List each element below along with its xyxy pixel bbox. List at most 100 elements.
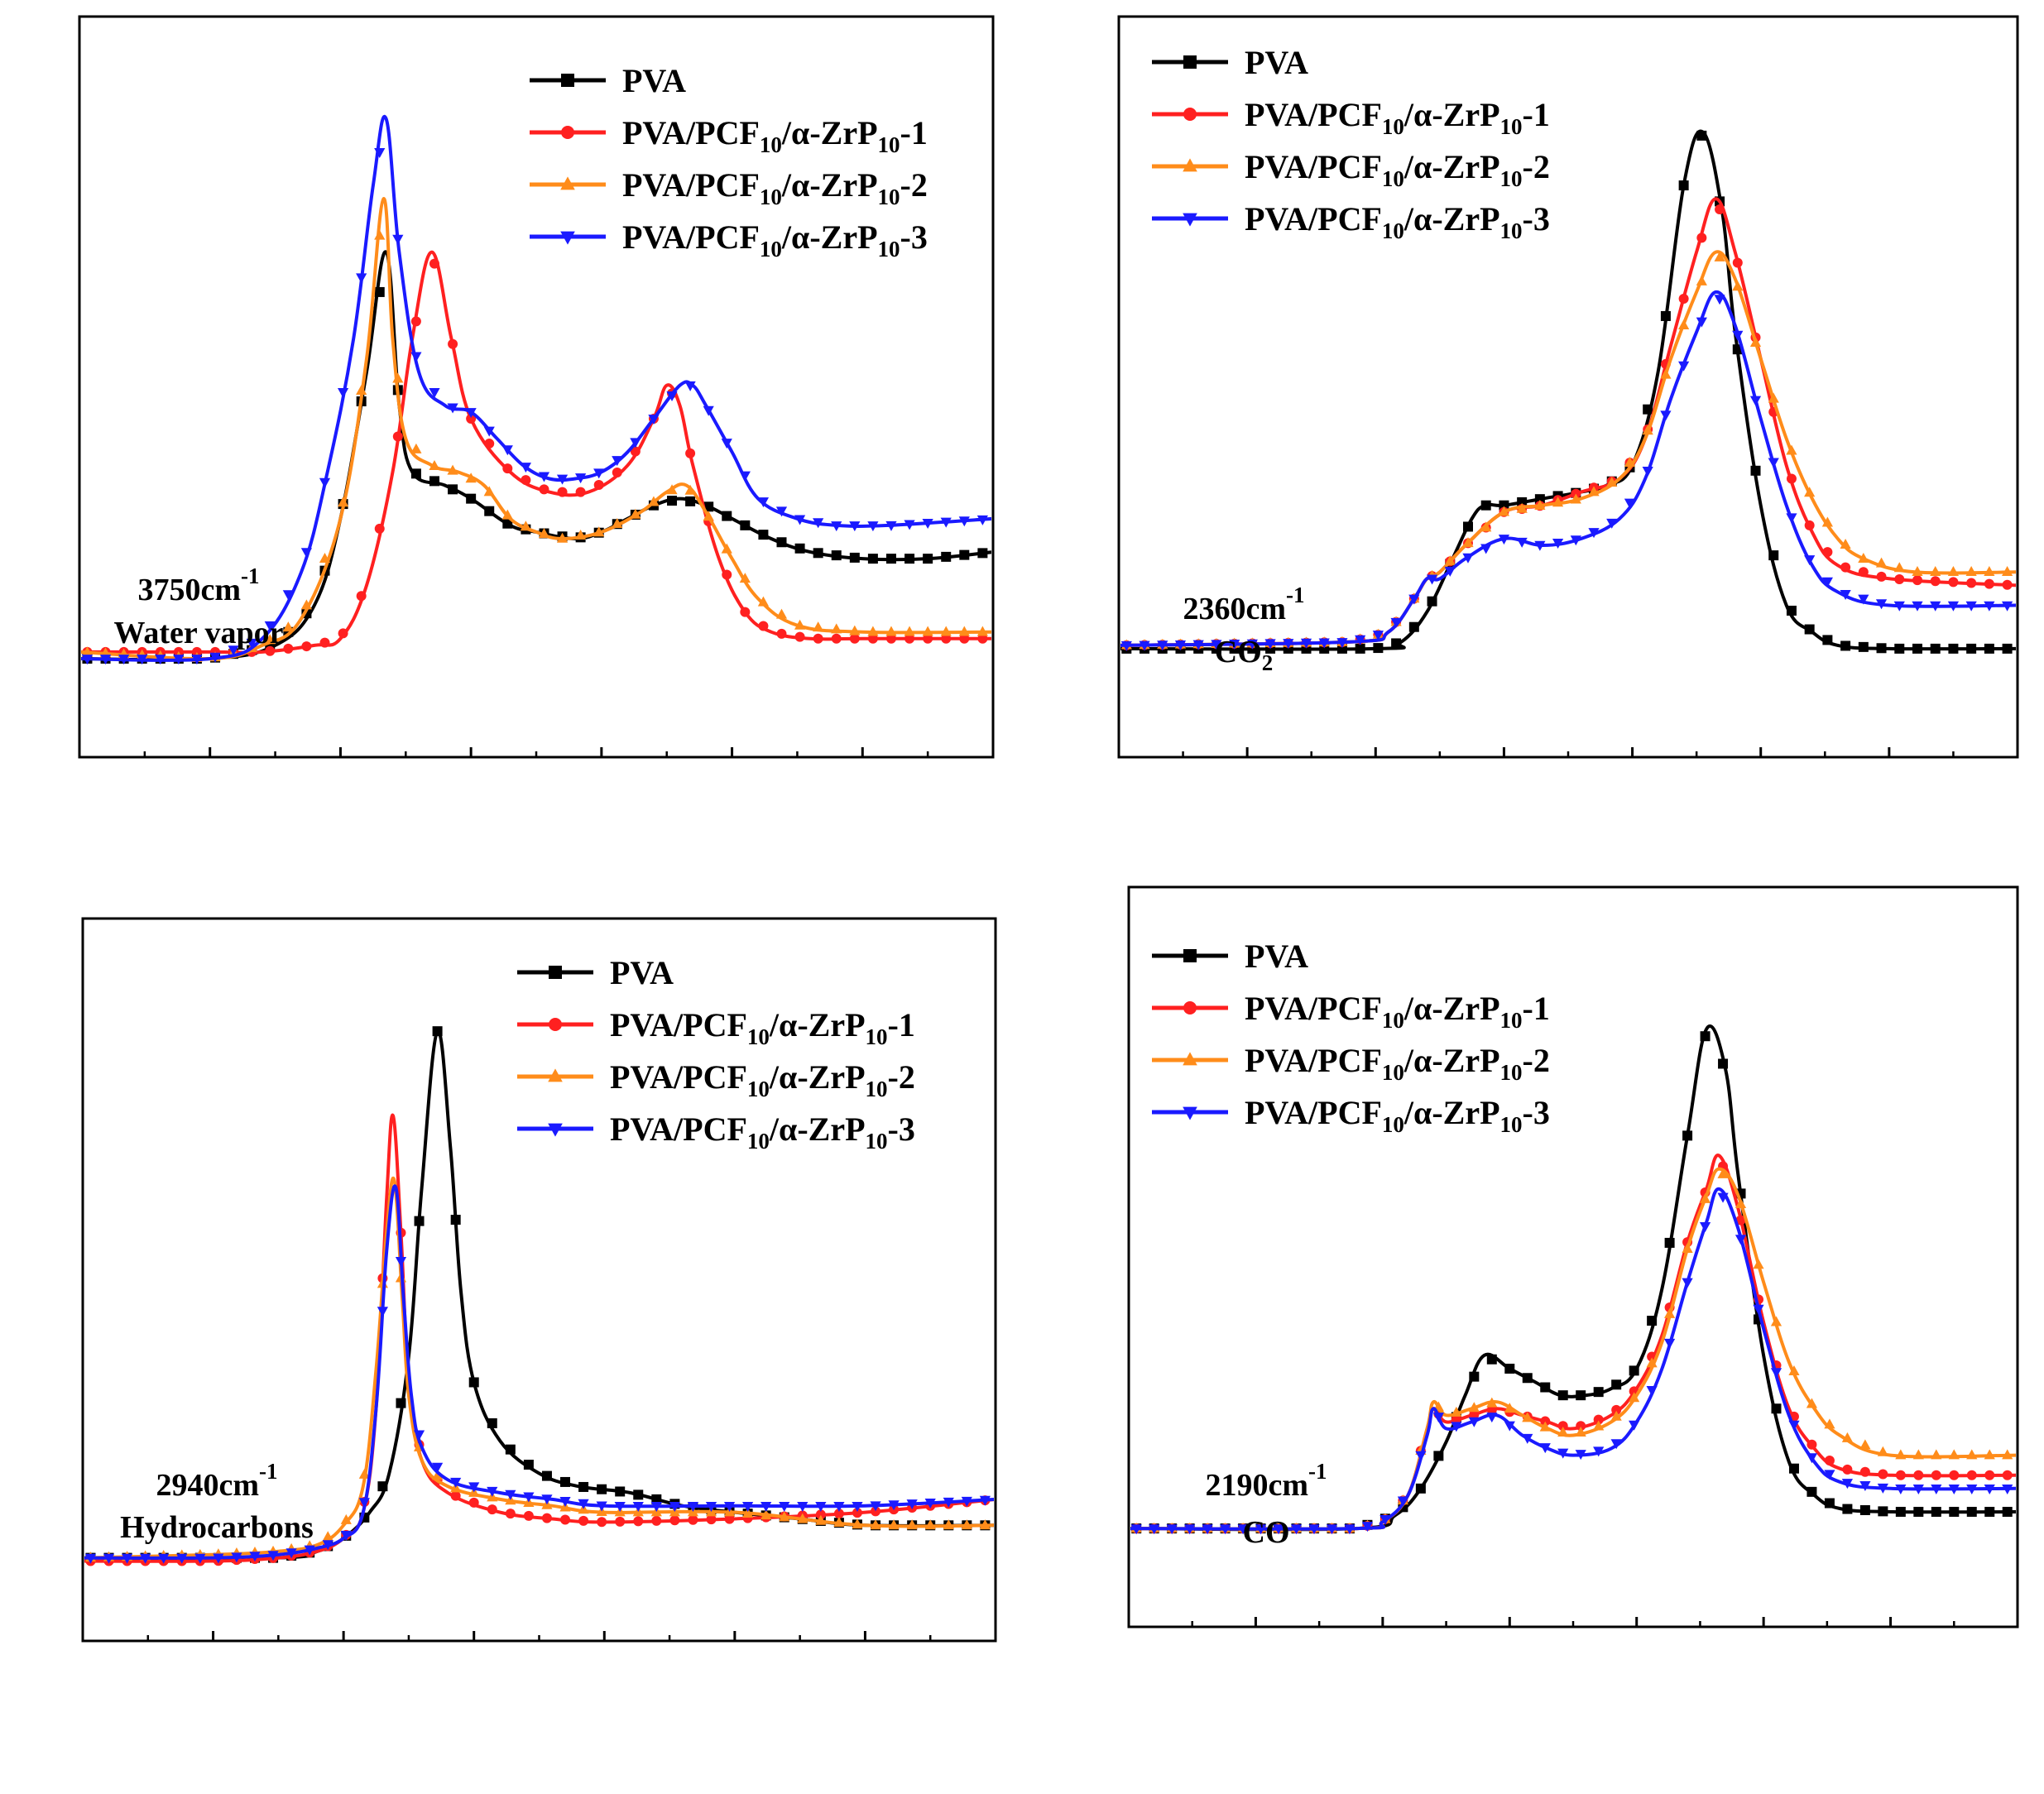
data-point-r3 (1318, 638, 1330, 649)
data-point-r2 (1824, 1418, 1835, 1429)
legend-label-PVA: PVA (622, 62, 686, 99)
data-point-PVA (1557, 1390, 1568, 1401)
data-point-PVA (1629, 1365, 1639, 1376)
data-point-r2 (1930, 566, 1941, 577)
data-point-r3 (1432, 1413, 1444, 1423)
data-point-r2 (1714, 251, 1725, 261)
data-point-r2 (520, 520, 531, 531)
data-point-r3 (140, 1553, 151, 1564)
data-point-r1 (593, 479, 604, 490)
data-point-PVA (1878, 1506, 1888, 1517)
data-point-r2 (1444, 555, 1456, 566)
data-point-PVA (448, 484, 458, 495)
data-point-PVA (466, 493, 477, 504)
data-point-r2 (392, 372, 404, 383)
data-point-r2 (1875, 557, 1888, 568)
data-point-r2 (1984, 1449, 1995, 1460)
data-point-PVA (1480, 500, 1491, 511)
data-point-r3 (1966, 1485, 1978, 1495)
data-point-PVA (377, 1481, 388, 1492)
data-point-PVA (1696, 130, 1707, 141)
legend-marker-r3 (1183, 1106, 1197, 1120)
data-point-PVA (1984, 1506, 1995, 1517)
data-point-r2 (1480, 521, 1492, 532)
data-point-r3 (943, 1497, 954, 1508)
data-point-r3 (593, 468, 605, 479)
data-point-r3 (1237, 1524, 1249, 1535)
data-point-r3 (1770, 1368, 1783, 1379)
data-point-r3 (687, 1501, 699, 1512)
data-point-r3 (300, 548, 313, 559)
data-point-r3 (487, 1486, 498, 1497)
data-point-PVA (1647, 1316, 1658, 1326)
data-point-r3 (121, 1553, 133, 1564)
series-layer (81, 115, 991, 665)
legend-label-PVA: PVA (1245, 44, 1308, 81)
data-point-PVA (1408, 621, 1419, 632)
data-point-r1 (1540, 1416, 1551, 1427)
data-point-PVA (1469, 1371, 1480, 1382)
data-point-r3 (1965, 601, 1977, 612)
data-point-r3 (614, 1501, 626, 1512)
data-point-PVA (1858, 641, 1869, 652)
data-point-r3 (337, 387, 349, 398)
data-point-r1 (633, 1516, 644, 1527)
data-point-r3 (779, 1501, 790, 1512)
data-point-r3 (1875, 599, 1888, 610)
data-point-PVA (502, 518, 513, 529)
data-point-r2 (1768, 392, 1779, 403)
data-point-PVA (1373, 643, 1384, 654)
data-point-r3 (813, 518, 824, 529)
data-point-r1 (1913, 1470, 1924, 1480)
data-point-PVA (1824, 1498, 1835, 1509)
data-point-r3 (1397, 1496, 1409, 1507)
data-point-r2 (775, 608, 788, 619)
data-point-r1 (615, 1516, 626, 1527)
data-point-PVA (794, 543, 805, 554)
data-point-PVA (505, 1444, 516, 1455)
data-point-r2 (703, 511, 714, 521)
data-point-r2 (742, 1507, 754, 1518)
data-point-PVA (977, 548, 988, 559)
data-point-r3 (413, 1430, 425, 1441)
data-point-r3 (906, 1499, 918, 1510)
data-point-r3 (723, 1501, 736, 1512)
data-point-r3 (1931, 1485, 1942, 1495)
legend-marker-PVA (1183, 55, 1197, 69)
data-point-PVA (432, 1026, 443, 1037)
data-point-PVA (450, 1215, 461, 1226)
data-point-PVA (831, 550, 842, 561)
data-point-r3 (1629, 1420, 1640, 1431)
data-point-r3 (1821, 577, 1833, 588)
data-point-r2 (2001, 566, 2013, 577)
data-point-r3 (173, 655, 185, 665)
data-point-r3 (304, 1545, 315, 1556)
data-point-r3 (1415, 1451, 1427, 1461)
data-point-r3 (81, 655, 94, 665)
series-line-r3 (84, 1184, 994, 1560)
data-point-r2 (739, 573, 751, 583)
wavenumber-annotation: 3750cm-1 (137, 564, 259, 607)
data-point-PVA (1433, 1451, 1444, 1461)
data-point-r3 (1372, 631, 1384, 641)
data-point-r3 (520, 463, 531, 473)
data-point-r2 (1539, 1421, 1551, 1432)
data-point-r1 (630, 446, 641, 457)
legend-marker-PVA (549, 966, 562, 979)
data-point-r2 (1557, 1427, 1569, 1437)
data-point-r2 (356, 384, 367, 395)
data-point-r3 (1157, 640, 1168, 651)
data-point-r2 (1858, 552, 1869, 563)
data-point-r3 (958, 516, 970, 527)
data-point-r3 (1858, 594, 1869, 605)
data-point-r3 (648, 415, 660, 425)
data-point-r1 (450, 1490, 461, 1501)
data-point-r3 (1468, 1417, 1480, 1427)
data-point-r1 (1894, 573, 1905, 584)
data-point-PVA (758, 530, 769, 540)
data-point-PVA (1643, 404, 1653, 415)
data-point-r3 (904, 520, 915, 530)
data-point-r1 (597, 1517, 607, 1528)
data-point-r3 (1895, 1485, 1907, 1495)
data-point-r2 (940, 626, 952, 636)
